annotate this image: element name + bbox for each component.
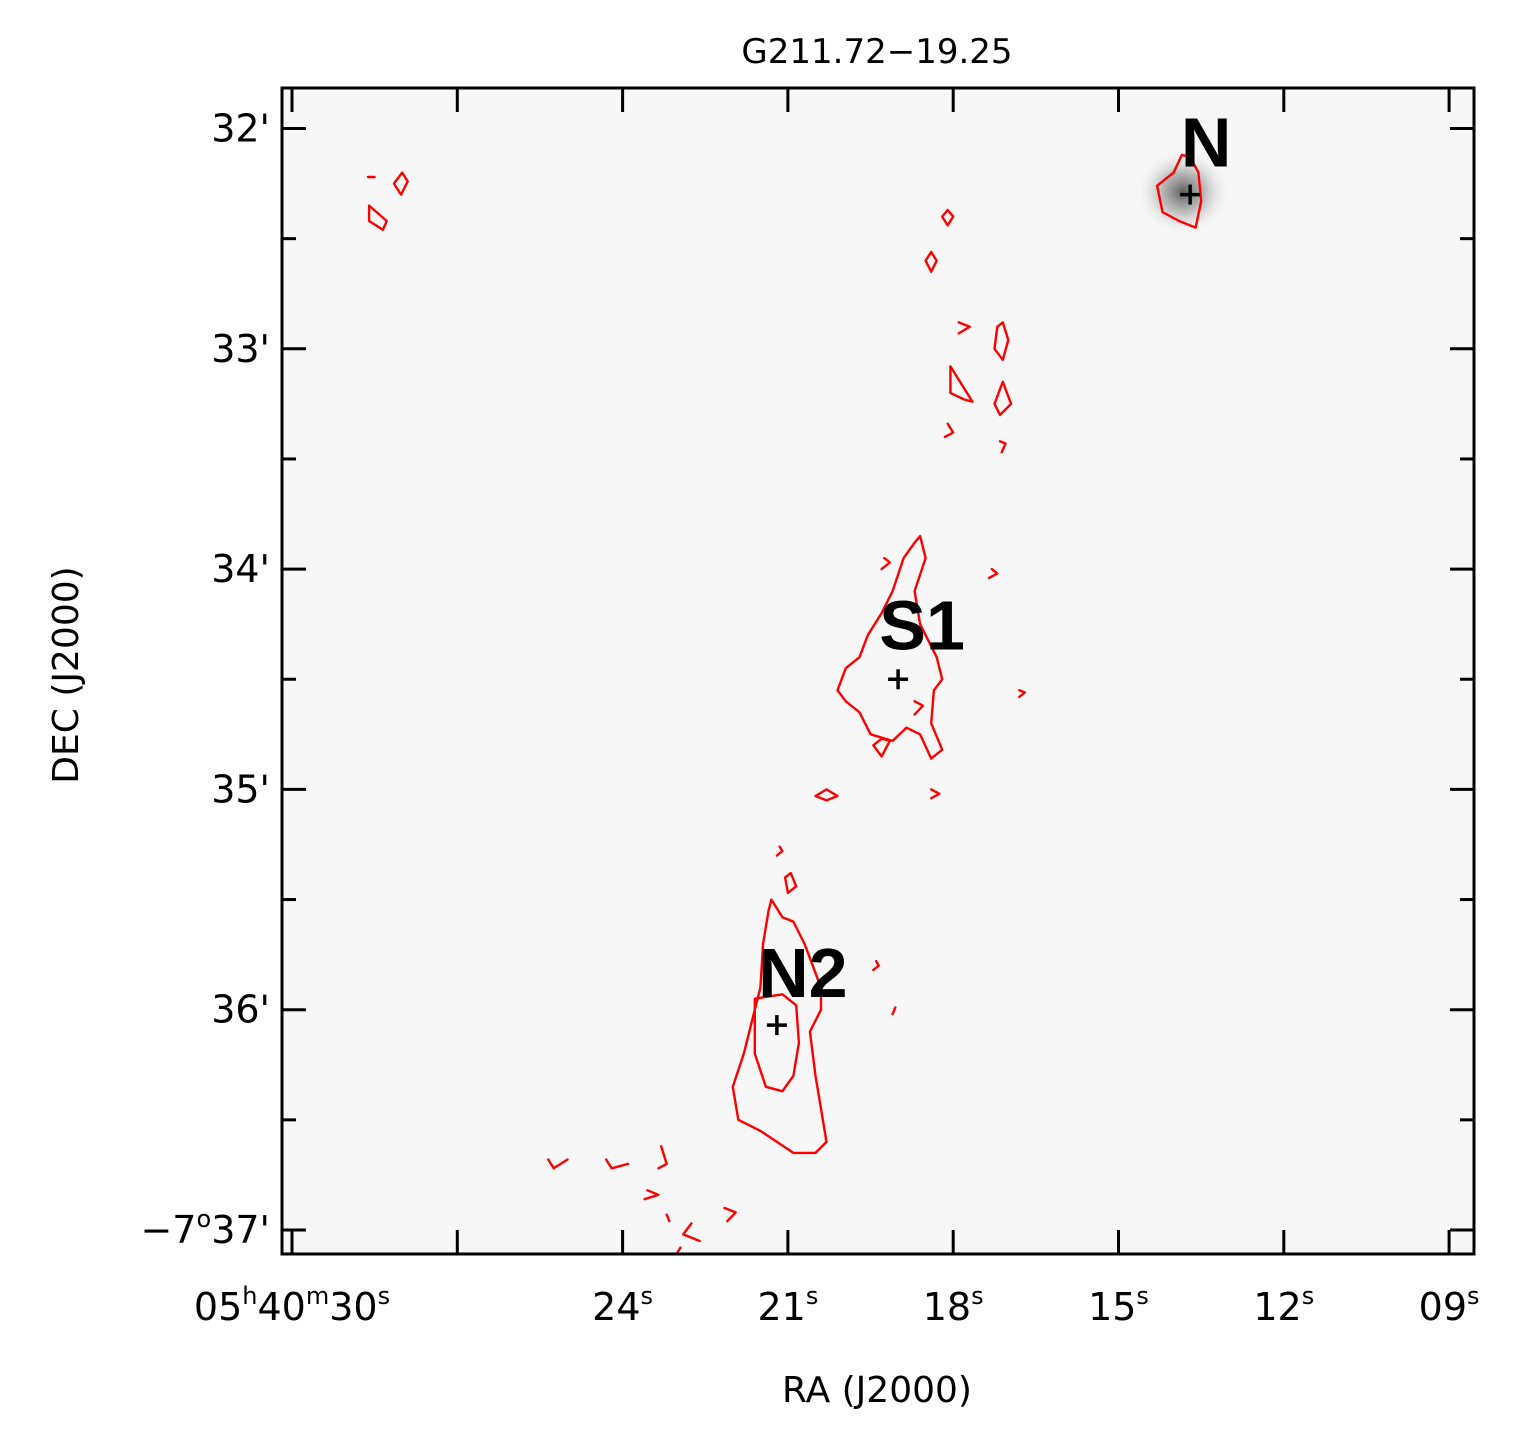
plot-frame xyxy=(280,86,1476,1256)
plot-background xyxy=(282,88,1474,1254)
x-tick-label-3: 18s xyxy=(923,1282,984,1329)
y-tick-label-1: 33' xyxy=(211,327,270,371)
contour-15 xyxy=(913,700,925,716)
source-label-n2: N2 xyxy=(758,934,847,1012)
contour-7 xyxy=(957,321,971,335)
contour-5 xyxy=(924,250,938,273)
x-tick-label-5: 12s xyxy=(1253,1282,1314,1329)
contour-3 xyxy=(367,204,388,232)
contour-32 xyxy=(682,1222,701,1243)
contour-6 xyxy=(993,321,1010,361)
marker-layer: N S1 N2 xyxy=(758,104,1231,1036)
contour-25 xyxy=(891,1006,897,1016)
y-tick-label-0: 32' xyxy=(211,107,270,151)
y-tick-label-2: 34' xyxy=(211,547,270,591)
greyscale-glow-n xyxy=(1135,148,1231,236)
contour-14 xyxy=(880,556,891,571)
contour-16 xyxy=(814,788,839,802)
contour-layer xyxy=(366,153,1203,1254)
y-tick-label-5: −7o37' xyxy=(140,1205,270,1252)
contour-22 xyxy=(783,871,798,895)
contour-11 xyxy=(998,440,1007,454)
contour-18 xyxy=(987,567,999,580)
contour-33 xyxy=(676,1246,682,1254)
contour-9 xyxy=(993,380,1013,417)
y-tick-label-4: 36' xyxy=(211,988,270,1032)
contour-12 xyxy=(836,534,944,760)
y-tick-label-3: 35' xyxy=(211,767,270,811)
source-label-s1: S1 xyxy=(879,586,965,664)
contour-28 xyxy=(657,1145,668,1170)
contour-27 xyxy=(547,1158,569,1170)
contour-21 xyxy=(753,993,801,1093)
contour-8 xyxy=(949,365,974,403)
x-tick-label-4: 15s xyxy=(1088,1282,1149,1329)
contour-1 xyxy=(392,171,409,196)
contour-23 xyxy=(775,845,784,857)
contour-0 xyxy=(1155,153,1203,229)
x-axis-label: RA (J2000) xyxy=(782,1370,972,1411)
x-tick-label-6: 09s xyxy=(1419,1282,1480,1329)
contour-4 xyxy=(941,208,955,227)
x-tick-label-0: 05h40m30s xyxy=(194,1282,390,1329)
contour-13 xyxy=(872,737,891,758)
contour-26 xyxy=(604,1158,630,1170)
x-tick-label-2: 21s xyxy=(757,1282,818,1329)
contour-10 xyxy=(943,422,955,439)
tick-layer: 05h40m30s 24s 21s 18s 15s 12s 09s 32' 33' 34' 35' 3… xyxy=(140,88,1480,1329)
contour-19 xyxy=(1018,689,1027,699)
contour-29 xyxy=(643,1189,660,1201)
contour-31 xyxy=(665,1213,671,1223)
chart-title: G211.72−19.25 xyxy=(741,32,1012,72)
y-axis-label: DEC (J2000) xyxy=(46,566,87,783)
contour-30 xyxy=(723,1206,737,1223)
source-label-n: N xyxy=(1181,104,1232,182)
contour-24 xyxy=(872,960,880,972)
contour-17 xyxy=(930,788,941,800)
x-tick-label-1: 24s xyxy=(592,1282,653,1329)
contour-20 xyxy=(731,898,828,1155)
